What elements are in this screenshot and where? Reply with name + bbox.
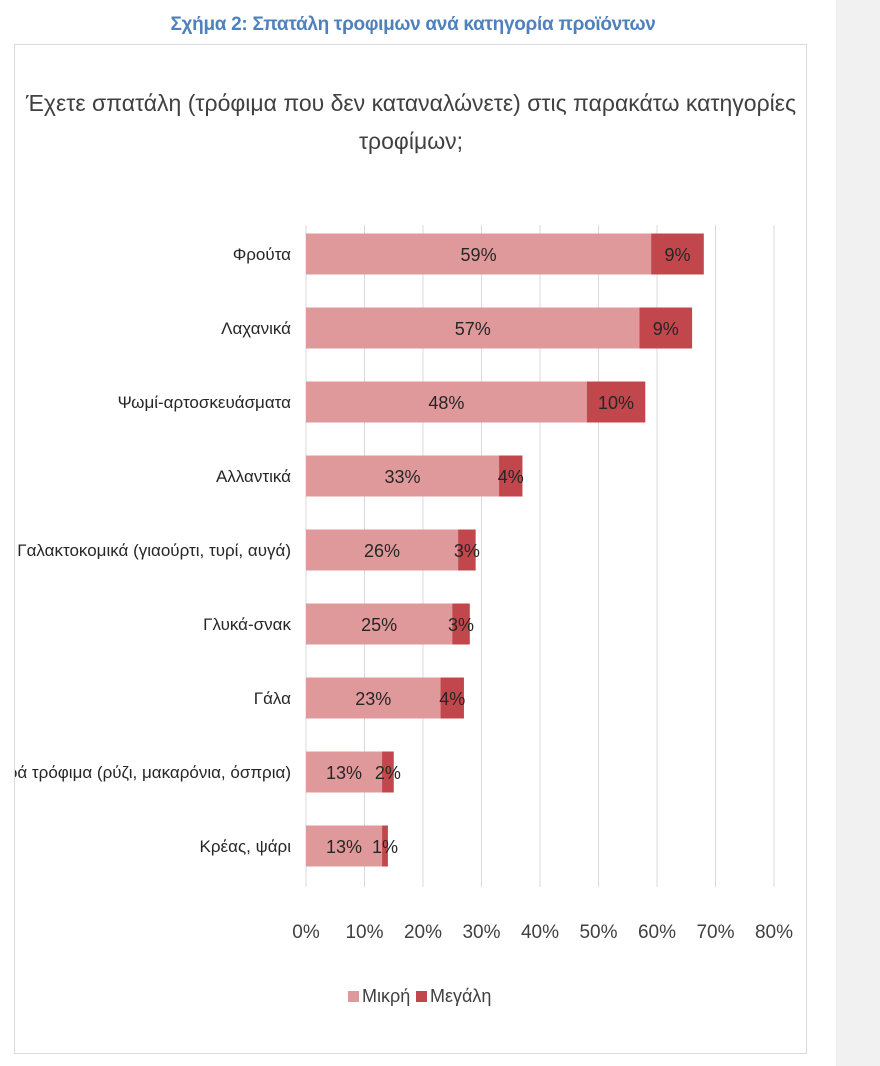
data-label-large-3: 4% [498,467,524,487]
data-label-small-3: 33% [385,467,421,487]
x-tick-label: 40% [521,922,559,943]
bar-large-5 [452,603,470,645]
x-tick-label: 70% [696,922,734,943]
bar-large-0 [651,233,704,275]
bar-small-1 [306,307,640,349]
bar-large-6 [440,677,464,719]
x-tick-label: 0% [292,922,320,943]
bar-small-4 [306,529,459,571]
bar-large-3 [499,455,523,497]
data-label-large-7: 2% [375,763,401,783]
legend-swatch-small [348,991,359,1002]
chart-title: Έχετε σπατάλη (τρόφιμα που δεν καταναλών… [25,90,796,154]
legend-label-large: Μεγάλη [430,986,491,1006]
bar-large-2 [586,381,646,423]
data-label-large-6: 4% [439,689,465,709]
data-label-large-8: 1% [372,837,398,857]
data-label-small-8: 13% [326,837,362,857]
stacked-bar-chart: Έχετε σπατάλη (τρόφιμα που δεν καταναλών… [15,90,796,1006]
category-label: Κρέας, ψάρι [200,837,292,856]
category-label: Γαλακτοκομικά (γιαούρτι, τυρί, αυγά) [17,541,291,560]
bar-small-6 [306,677,441,719]
bar-small-8 [306,825,383,867]
bar-large-8 [382,825,388,867]
data-label-large-0: 9% [664,245,690,265]
category-label: Γλυκά-σνακ [203,615,291,634]
x-axis-tick-labels: 0% 10% 20% 30% 40% 50% 60% 70% 80% [292,922,793,943]
x-tick-label: 80% [755,922,793,943]
bars: 59% 9% 57% 9% 48% 10% 33% 4% 26% 3% 25% 3% 23% 4% 13% 2… [306,233,704,867]
data-label-small-7: 13% [326,763,362,783]
data-label-small-2: 48% [428,393,464,413]
bar-small-0 [306,233,652,275]
x-tick-label: 50% [579,922,617,943]
x-tick-label: 60% [638,922,676,943]
chart-frame: Έχετε σπατάλη (τρόφιμα που δεν καταναλών… [14,44,807,1054]
bar-small-2 [306,381,587,423]
category-label: Ξηρά τρόφιμα (ρύζι, μακαρόνια, όσπρια) [15,763,291,782]
data-label-large-1: 9% [653,319,679,339]
chart-title-line-2: τροφίμων; [359,128,463,154]
category-label: Ψωμί-αρτοσκευάσματα [118,393,292,412]
category-label: Γάλα [254,689,291,708]
bar-large-1 [639,307,693,349]
data-label-small-5: 25% [361,615,397,635]
chart-title-line-1: Έχετε σπατάλη (τρόφιμα που δεν καταναλών… [25,90,796,116]
bar-small-3 [306,455,500,497]
data-label-large-2: 10% [598,393,634,413]
legend-label-small: Μικρή [362,986,410,1006]
x-tick-label: 10% [345,922,383,943]
data-label-large-5: 3% [448,615,474,635]
bar-large-4 [458,529,476,571]
category-label: Αλλαντικά [216,467,291,486]
category-label: Φρούτα [233,245,291,264]
category-labels: Φρούτα Λαχανικά Ψωμί-αρτοσκευάσματα Αλλαντι… [15,245,291,856]
data-label-small-1: 57% [455,319,491,339]
data-label-small-4: 26% [364,541,400,561]
data-label-small-6: 23% [355,689,391,709]
category-label: Λαχανικά [221,319,291,338]
bar-large-7 [382,751,394,793]
bar-small-5 [306,603,453,645]
legend: Μικρή Μεγάλη [348,986,491,1006]
x-tick-label: 20% [404,922,442,943]
figure-caption: Σχήμα 2: Σπατάλη τροφιμων ανά κατηγορία … [170,14,656,35]
x-tick-label: 30% [462,922,500,943]
data-label-large-4: 3% [454,541,480,561]
data-label-small-0: 59% [461,245,497,265]
right-side-panel [836,0,880,1066]
bar-small-7 [306,751,383,793]
legend-swatch-large [416,991,427,1002]
